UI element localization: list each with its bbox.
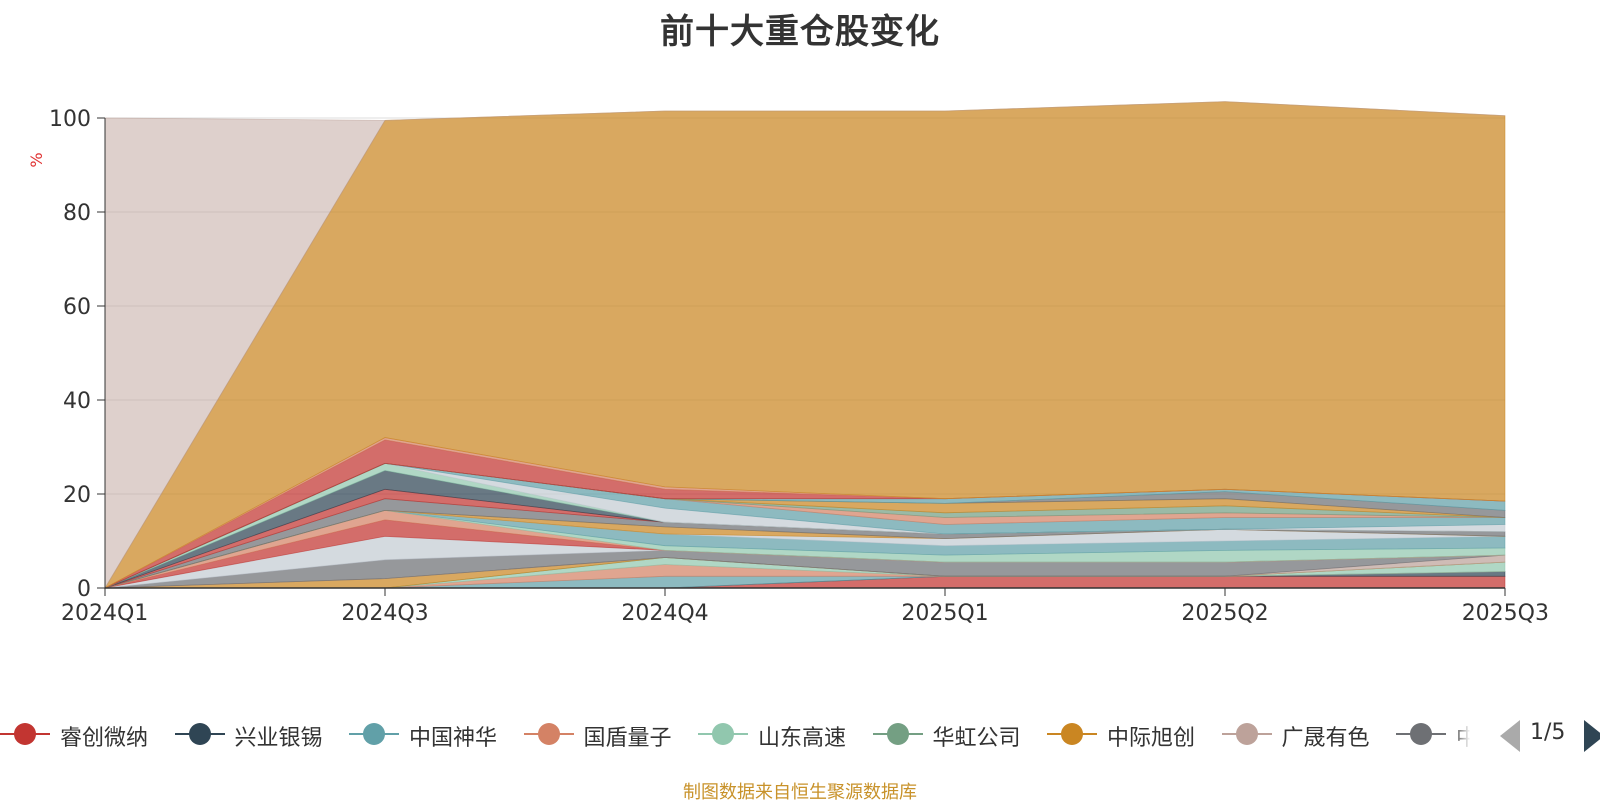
legend-item[interactable]: 广晟有色 <box>1221 716 1392 752</box>
legend-dot-icon <box>537 723 560 745</box>
legend-page-indicator: 1/5 <box>1530 720 1566 745</box>
legend-dot-icon <box>363 723 385 745</box>
legend-item[interactable]: 华虹公司 <box>872 716 1043 752</box>
legend-dot-icon <box>14 723 36 745</box>
series-area-30[interactable] <box>104 101 1506 590</box>
x-tick-label: 2025Q1 <box>901 601 988 626</box>
y-tick-label: 60 <box>63 295 91 320</box>
x-tick-label: 2025Q3 <box>1462 601 1549 626</box>
legend-pager: 1/5 <box>1500 718 1600 754</box>
y-axis-label: % <box>27 152 46 167</box>
x-tick-label: 2025Q2 <box>1181 601 1268 626</box>
x-tick-label: 2024Q3 <box>341 601 428 626</box>
legend: 睿创微纳兴业银锡中国神华国盾量子山东高速华虹公司中际旭创广晟有色中 <box>0 716 1600 756</box>
legend-item[interactable]: 睿创微纳 <box>0 716 170 752</box>
triangle-left-icon[interactable] <box>1500 720 1520 752</box>
y-tick-label: 100 <box>49 107 91 132</box>
legend-dot-icon <box>188 723 211 745</box>
source-note: 制图数据来自恒生聚源数据库 <box>683 782 917 803</box>
legend-dot-icon <box>712 723 734 745</box>
legend-dot-icon <box>1235 723 1258 745</box>
series-areas <box>103 101 1506 590</box>
legend-label: 山东高速 <box>758 726 847 751</box>
triangle-right-icon[interactable] <box>1584 720 1600 752</box>
y-tick-label: 0 <box>77 577 91 602</box>
legend-dot-icon <box>1410 723 1432 745</box>
legend-item[interactable]: 国盾量子 <box>523 716 694 752</box>
legend-label: 广晟有色 <box>1281 726 1370 751</box>
x-tick-label: 2024Q1 <box>61 601 148 626</box>
y-tick-label: 80 <box>63 201 91 226</box>
y-tick-label: 20 <box>63 483 91 508</box>
chart-title: 前十大重仓股变化 <box>660 12 940 52</box>
legend-item[interactable]: 中际旭创 <box>1047 716 1217 752</box>
legend-fade <box>1452 716 1478 752</box>
legend-label: 中际旭创 <box>1107 726 1196 751</box>
legend-dot-icon <box>1061 723 1083 745</box>
stacked-area-chart: 0 20 40 60 80 100 2024Q1 2024Q3 2024Q4 2025Q1 2025… <box>27 101 1549 626</box>
legend-item[interactable]: 山东高速 <box>698 716 868 752</box>
legend-dot-icon <box>886 723 909 745</box>
legend-label: 国盾量子 <box>583 726 672 751</box>
legend-item[interactable]: 兴业银锡 <box>174 716 345 752</box>
y-tick-label: 40 <box>63 389 91 414</box>
legend-label: 中国神华 <box>409 726 498 751</box>
x-tick-label: 2024Q4 <box>621 601 708 626</box>
legend-item[interactable]: 中国神华 <box>349 716 519 752</box>
axes: 0 20 40 60 80 100 2024Q1 2024Q3 2024Q4 2025Q1 2025… <box>49 107 1549 626</box>
legend-label: 睿创微纳 <box>60 726 149 751</box>
legend-label: 华虹公司 <box>932 726 1021 751</box>
legend-label: 兴业银锡 <box>234 726 323 751</box>
